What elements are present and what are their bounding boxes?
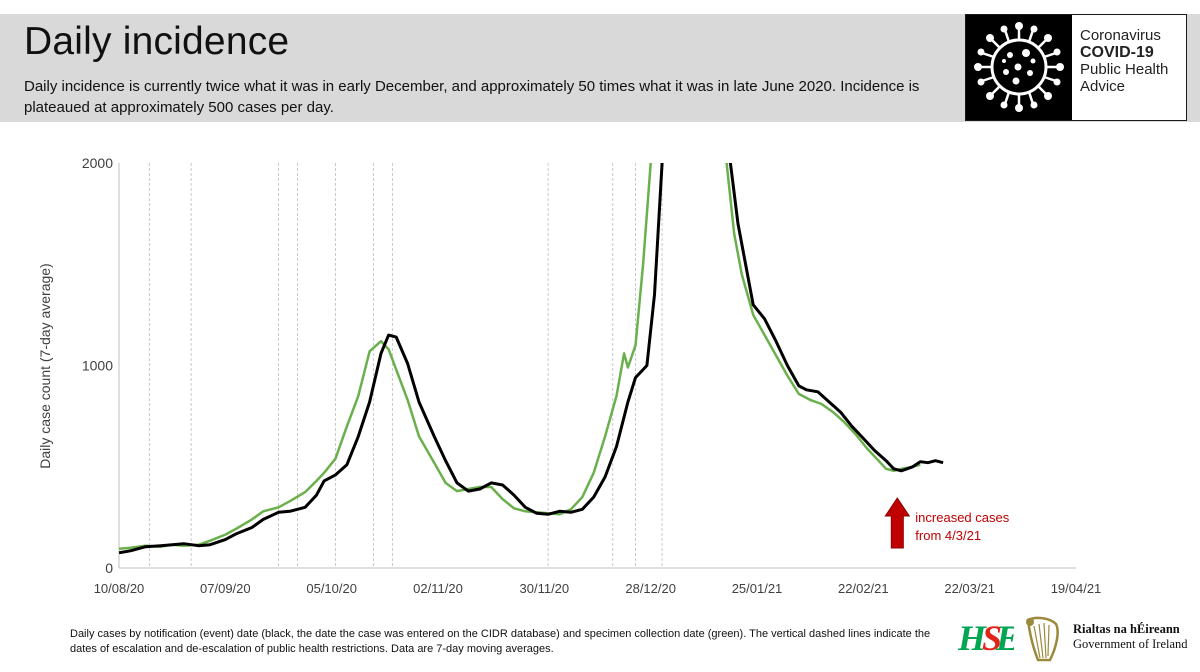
hse-logo: H S E [957, 618, 1020, 663]
y-tick-label: 2000 [82, 155, 113, 171]
government-english: Government of Ireland [1073, 637, 1188, 651]
harp-icon [1020, 614, 1066, 671]
page-subtitle: Daily incidence is currently twice what … [24, 78, 920, 116]
x-tick-label: 30/11/20 [520, 581, 570, 596]
annotation-line-2: from 4/3/21 [915, 528, 981, 543]
y-axis-title: Daily case count (7-day average) [37, 263, 53, 468]
x-tick-label: 19/04/21 [1051, 581, 1102, 596]
x-tick-label: 10/08/20 [94, 581, 145, 596]
series-line-notification [728, 163, 944, 473]
government-irish: Rialtas na hÉireann [1073, 622, 1180, 636]
y-tick-label: 1000 [82, 358, 113, 374]
x-tick-label: 22/02/21 [838, 581, 889, 596]
x-tick-label: 05/10/20 [306, 581, 357, 596]
series-layer [119, 163, 944, 555]
x-tick-labels: 10/08/20 07/09/20 05/10/20 02/11/20 30/11/20… [94, 581, 1102, 596]
x-tick-label: 28/12/20 [625, 581, 676, 596]
x-tick-label: 07/09/20 [200, 581, 251, 596]
restriction-lines [148, 163, 663, 568]
x-tick-label: 25/01/21 [732, 581, 783, 596]
badge-text: Coronavirus COVID-19 Public Health Advic… [1080, 27, 1168, 95]
badge-line-1: Coronavirus [1080, 27, 1161, 44]
x-tick-label: 22/03/21 [944, 581, 995, 596]
badge-line-4: Advice [1080, 78, 1126, 95]
y-tick-labels: 0 1000 2000 [82, 155, 113, 576]
badge-line-2: COVID-19 [1080, 44, 1154, 61]
svg-text:S: S [982, 618, 1002, 658]
series-line-specimen [725, 163, 921, 473]
badge-line-3: Public Health [1080, 61, 1169, 78]
incidence-chart: 0 1000 2000 10/08/20 07/09/20 05/10/20 02/11/… [37, 155, 1102, 596]
coronavirus-icon [966, 15, 1072, 120]
series-line-notification [119, 163, 664, 555]
covid-advice-badge: Coronavirus COVID-19 Public Health Advic… [965, 14, 1187, 121]
series-line-specimen [119, 163, 652, 551]
up-arrow-icon [884, 497, 911, 549]
footnote: Daily cases by notification (event) date… [70, 628, 931, 655]
annotation-line-1: increased cases [915, 510, 1009, 525]
svg-text:H: H [958, 618, 987, 658]
svg-text:E: E [995, 618, 1014, 658]
government-wordmark: Rialtas na hÉireann Government of Irelan… [1073, 622, 1188, 652]
x-tick-label: 02/11/20 [413, 581, 463, 596]
annotation: increased cases from 4/3/21 [884, 497, 1010, 549]
page-title: Daily incidence [24, 20, 290, 63]
chart-axes [118, 163, 1076, 569]
y-tick-label: 0 [105, 560, 113, 576]
